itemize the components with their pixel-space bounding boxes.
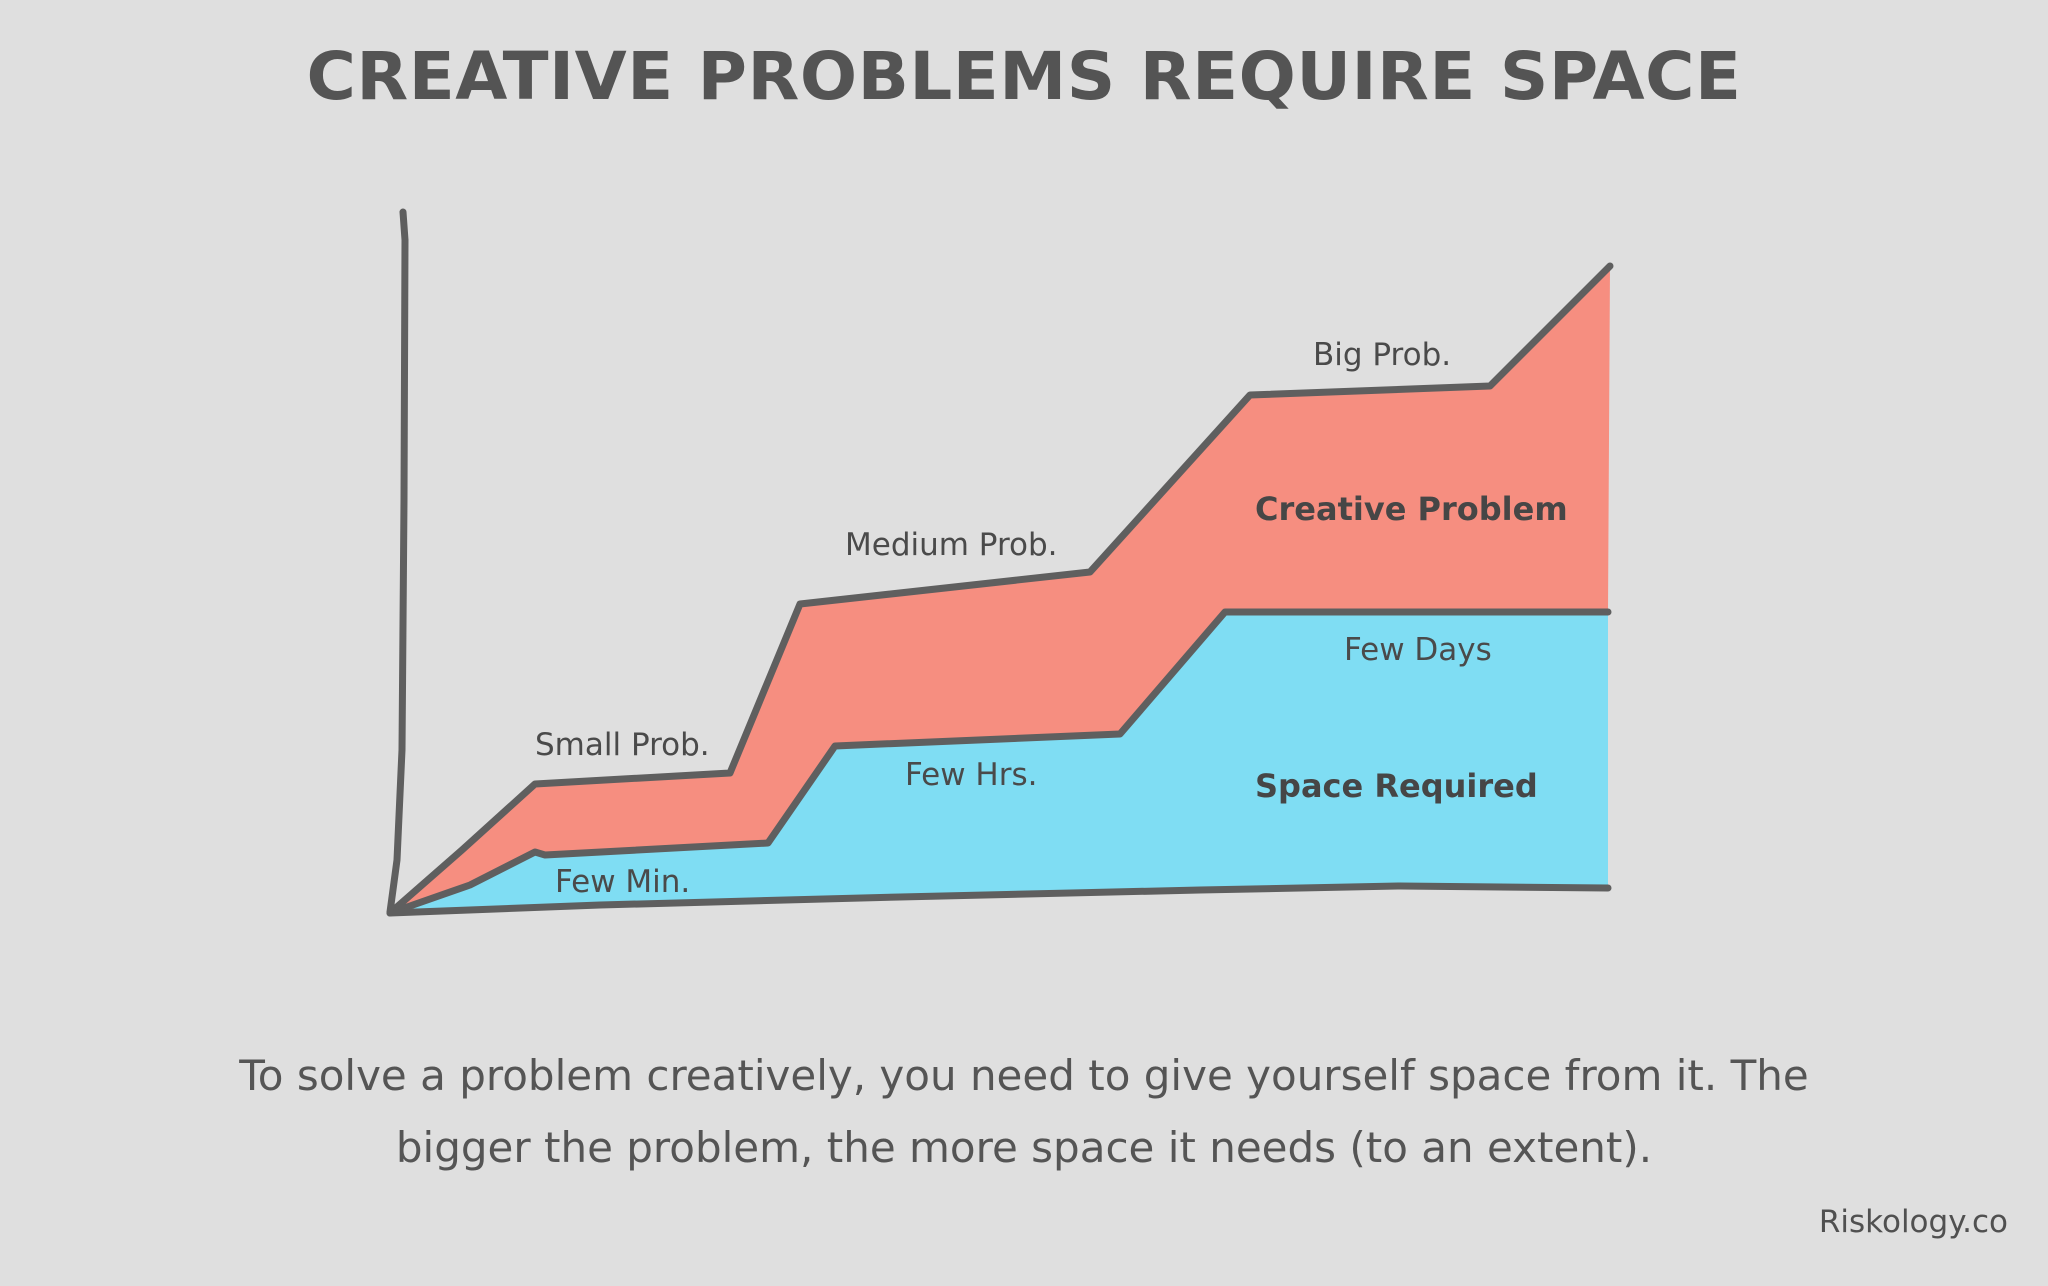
- caption: To solve a problem creatively, you need …: [0, 1040, 2048, 1184]
- caption-line-2: bigger the problem, the more space it ne…: [395, 1123, 1653, 1172]
- label-few-days: Few Days: [1344, 632, 1492, 668]
- x-axis-baseline: [386, 882, 1612, 917]
- creative-problem-area: [390, 266, 1610, 913]
- label-space-required: Space Required: [1255, 767, 1538, 805]
- space-required-area: [390, 612, 1608, 913]
- caption-line-1: To solve a problem creatively, you need …: [239, 1051, 1809, 1100]
- label-few-hrs: Few Hrs.: [905, 757, 1037, 793]
- label-small-prob: Small Prob.: [535, 727, 710, 763]
- label-few-min: Few Min.: [555, 864, 690, 900]
- y-axis: [386, 208, 409, 916]
- label-medium-prob: Medium Prob.: [845, 527, 1058, 563]
- label-creative-problem: Creative Problem: [1255, 490, 1568, 528]
- label-big-prob: Big Prob.: [1313, 337, 1451, 373]
- creative-problem-outline: [386, 262, 1614, 917]
- source-credit: Riskology.co: [1818, 1204, 2008, 1240]
- space-required-outline: [386, 608, 1612, 917]
- chart-title: CREATIVE PROBLEMS REQUIRE SPACE: [306, 38, 1742, 115]
